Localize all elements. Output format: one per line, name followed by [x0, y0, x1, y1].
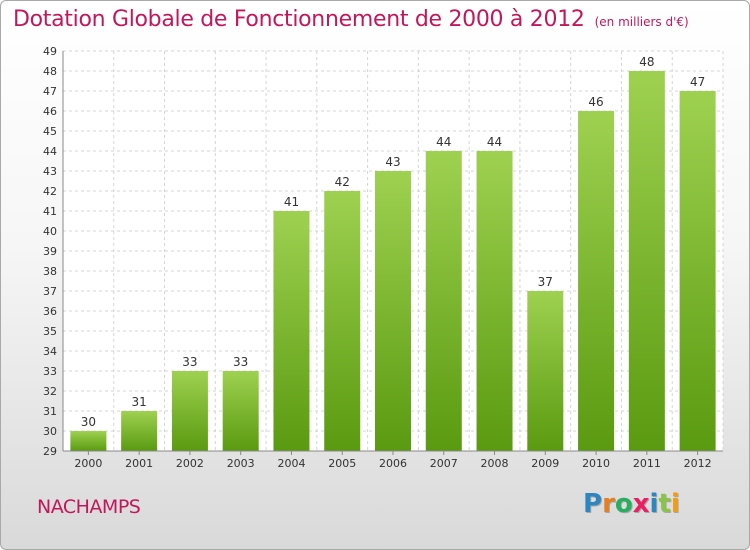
- x-tick-label-2000: 2000: [74, 457, 102, 470]
- y-tick-label: 30: [43, 425, 57, 438]
- bar-2008: [476, 151, 513, 451]
- x-tick-label-2011: 2011: [633, 457, 661, 470]
- y-tick-label: 40: [43, 225, 57, 238]
- y-tick-label: 41: [43, 205, 57, 218]
- y-tick-label: 49: [43, 45, 57, 58]
- y-tick-label: 43: [43, 165, 57, 178]
- x-tick-label-2003: 2003: [227, 457, 255, 470]
- y-tick-label: 46: [43, 105, 57, 118]
- bar-2010: [578, 111, 615, 451]
- bar-2000: [70, 431, 107, 451]
- value-label-2012: 47: [690, 75, 705, 89]
- y-tick-label: 45: [43, 125, 57, 138]
- logo-letter: x: [632, 489, 650, 519]
- x-tick-label-2009: 2009: [531, 457, 559, 470]
- bar-2012: [679, 91, 716, 451]
- y-tick-label: 35: [43, 325, 57, 338]
- bar-2003: [222, 371, 259, 451]
- bar-2005: [324, 191, 361, 451]
- value-label-2006: 43: [385, 155, 400, 169]
- x-tick-label-2008: 2008: [481, 457, 509, 470]
- bar-2007: [425, 151, 462, 451]
- logo-letter: i: [670, 489, 680, 519]
- value-label-2004: 41: [284, 195, 299, 209]
- value-label-2000: 30: [81, 415, 96, 429]
- bar-2004: [273, 211, 310, 451]
- y-tick-label: 38: [43, 265, 57, 278]
- bar-2001: [121, 411, 158, 451]
- value-label-2005: 42: [335, 175, 350, 189]
- y-tick-label: 44: [43, 145, 57, 158]
- chart-subtitle: (en milliers d'€): [594, 15, 689, 29]
- chart-title: Dotation Globale de Fonctionnement de 20…: [13, 7, 689, 32]
- bars: 30 31 33 33 41 42 43 44 44 37 46 48 47: [70, 55, 716, 451]
- y-tick-label: 31: [43, 405, 57, 418]
- value-label-2008: 44: [487, 135, 502, 149]
- x-tick-label-2010: 2010: [582, 457, 610, 470]
- y-tick-label: 34: [43, 345, 57, 358]
- value-label-2010: 46: [588, 95, 603, 109]
- x-tick-label-2006: 2006: [379, 457, 407, 470]
- axes: 29 30 31 32 33 34 35 36 37 38 39 40 41 42 43 44 45 46 47 48…: [43, 45, 723, 470]
- logo-letter: P: [583, 489, 603, 519]
- x-tick-label-2001: 2001: [125, 457, 153, 470]
- value-label-2007: 44: [436, 135, 451, 149]
- commune-name: NACHAMPS: [37, 496, 141, 518]
- bar-2006: [375, 171, 411, 451]
- y-tick-label: 42: [43, 185, 57, 198]
- x-tick-label-2004: 2004: [277, 457, 305, 470]
- x-tick-label-2002: 2002: [176, 457, 204, 470]
- value-label-2011: 48: [639, 55, 654, 69]
- y-tick-label: 32: [43, 385, 57, 398]
- y-tick-label: 33: [43, 365, 57, 378]
- y-tick-label: 47: [43, 85, 57, 98]
- logo-letter: o: [614, 489, 633, 519]
- value-label-2001: 31: [132, 395, 147, 409]
- y-tick-label: 37: [43, 285, 57, 298]
- bar-2009: [527, 291, 564, 451]
- y-tick-label: 48: [43, 65, 57, 78]
- logo-letter: r: [602, 489, 615, 519]
- x-tick-label-2005: 2005: [328, 457, 356, 470]
- value-label-2009: 37: [538, 275, 553, 289]
- y-tick-label: 39: [43, 245, 57, 258]
- y-tick-label: 29: [43, 445, 57, 458]
- value-label-2003: 33: [233, 355, 248, 369]
- logo-letter: t: [658, 489, 671, 519]
- x-tick-label-2007: 2007: [430, 457, 458, 470]
- y-tick-label: 36: [43, 305, 57, 318]
- bar-2011: [628, 71, 665, 451]
- value-label-2002: 33: [182, 355, 197, 369]
- proxiti-logo[interactable]: Proxiti: [583, 489, 680, 519]
- logo-letter: i: [649, 489, 659, 519]
- bar-2002: [171, 371, 208, 451]
- x-tick-label-2012: 2012: [684, 457, 712, 470]
- chart-title-text: Dotation Globale de Fonctionnement de 20…: [13, 7, 585, 32]
